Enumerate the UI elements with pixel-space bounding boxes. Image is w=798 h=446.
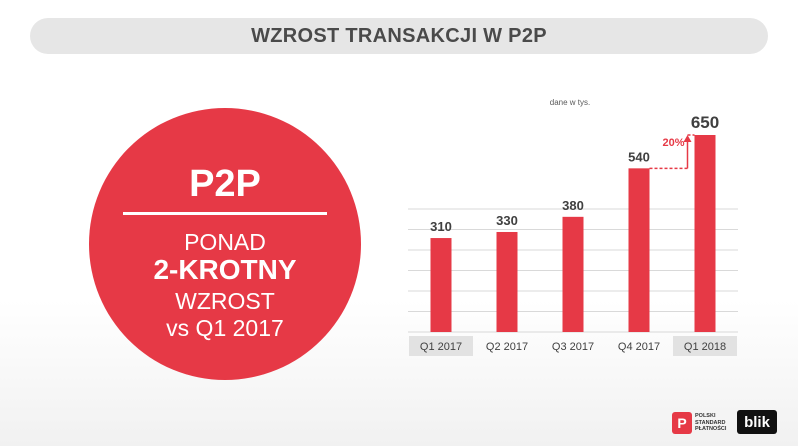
data-label: 310 [430, 219, 452, 234]
psp-logo-text: POLSKI STANDARD PŁATNOŚCI [695, 413, 726, 433]
chart-note: dane w tys. [550, 98, 590, 107]
data-label: 380 [562, 198, 584, 213]
data-label: 540 [628, 149, 650, 164]
circle-line-1: PONAD [184, 229, 266, 255]
annotation-label: 20% [662, 137, 684, 149]
circle-heading: P2P [189, 163, 261, 205]
circle-line-4: vs Q1 2017 [166, 315, 284, 341]
tick-label: Q1 2017 [420, 341, 462, 353]
circle-line-3: WZROST [175, 288, 275, 314]
tick-label: Q2 2017 [486, 341, 528, 353]
psp-mark-icon: P [672, 412, 692, 434]
bar [628, 168, 650, 332]
title-bar: WZROST TRANSAKCJI W P2P [30, 18, 768, 54]
summary-circle: P2P PONAD 2-KROTNY WZROST vs Q1 2017 [89, 108, 361, 380]
bar [430, 238, 452, 332]
tick-label-highlight [409, 336, 473, 356]
data-label: 650 [691, 113, 719, 132]
psp-text-line: POLSKI [695, 413, 716, 419]
circle-divider [123, 212, 327, 215]
annotation-arrow-icon [683, 135, 692, 142]
blik-logo-text: blik [744, 413, 770, 431]
blik-logo: blik [737, 410, 777, 434]
tick-label: Q3 2017 [552, 341, 594, 353]
psp-text-line: STANDARD [695, 419, 726, 426]
psp-logo: P POLSKI STANDARD PŁATNOŚCI [672, 410, 730, 436]
bar-chart: dane w tys. 310 Q1 2017 330 Q2 2017 380 Q3 201… [408, 98, 738, 356]
page-title: WZROST TRANSAKCJI W P2P [251, 24, 547, 47]
data-label: 330 [496, 213, 518, 228]
psp-text-line: PŁATNOŚCI [695, 426, 727, 432]
tick-label: Q4 2017 [618, 341, 660, 353]
circle-line-2: 2-KROTNY [153, 254, 297, 285]
tick-label: Q1 2018 [684, 341, 726, 353]
tick-label-highlight [673, 336, 737, 356]
bar [694, 135, 716, 332]
bar [496, 231, 518, 332]
bar [562, 216, 584, 332]
